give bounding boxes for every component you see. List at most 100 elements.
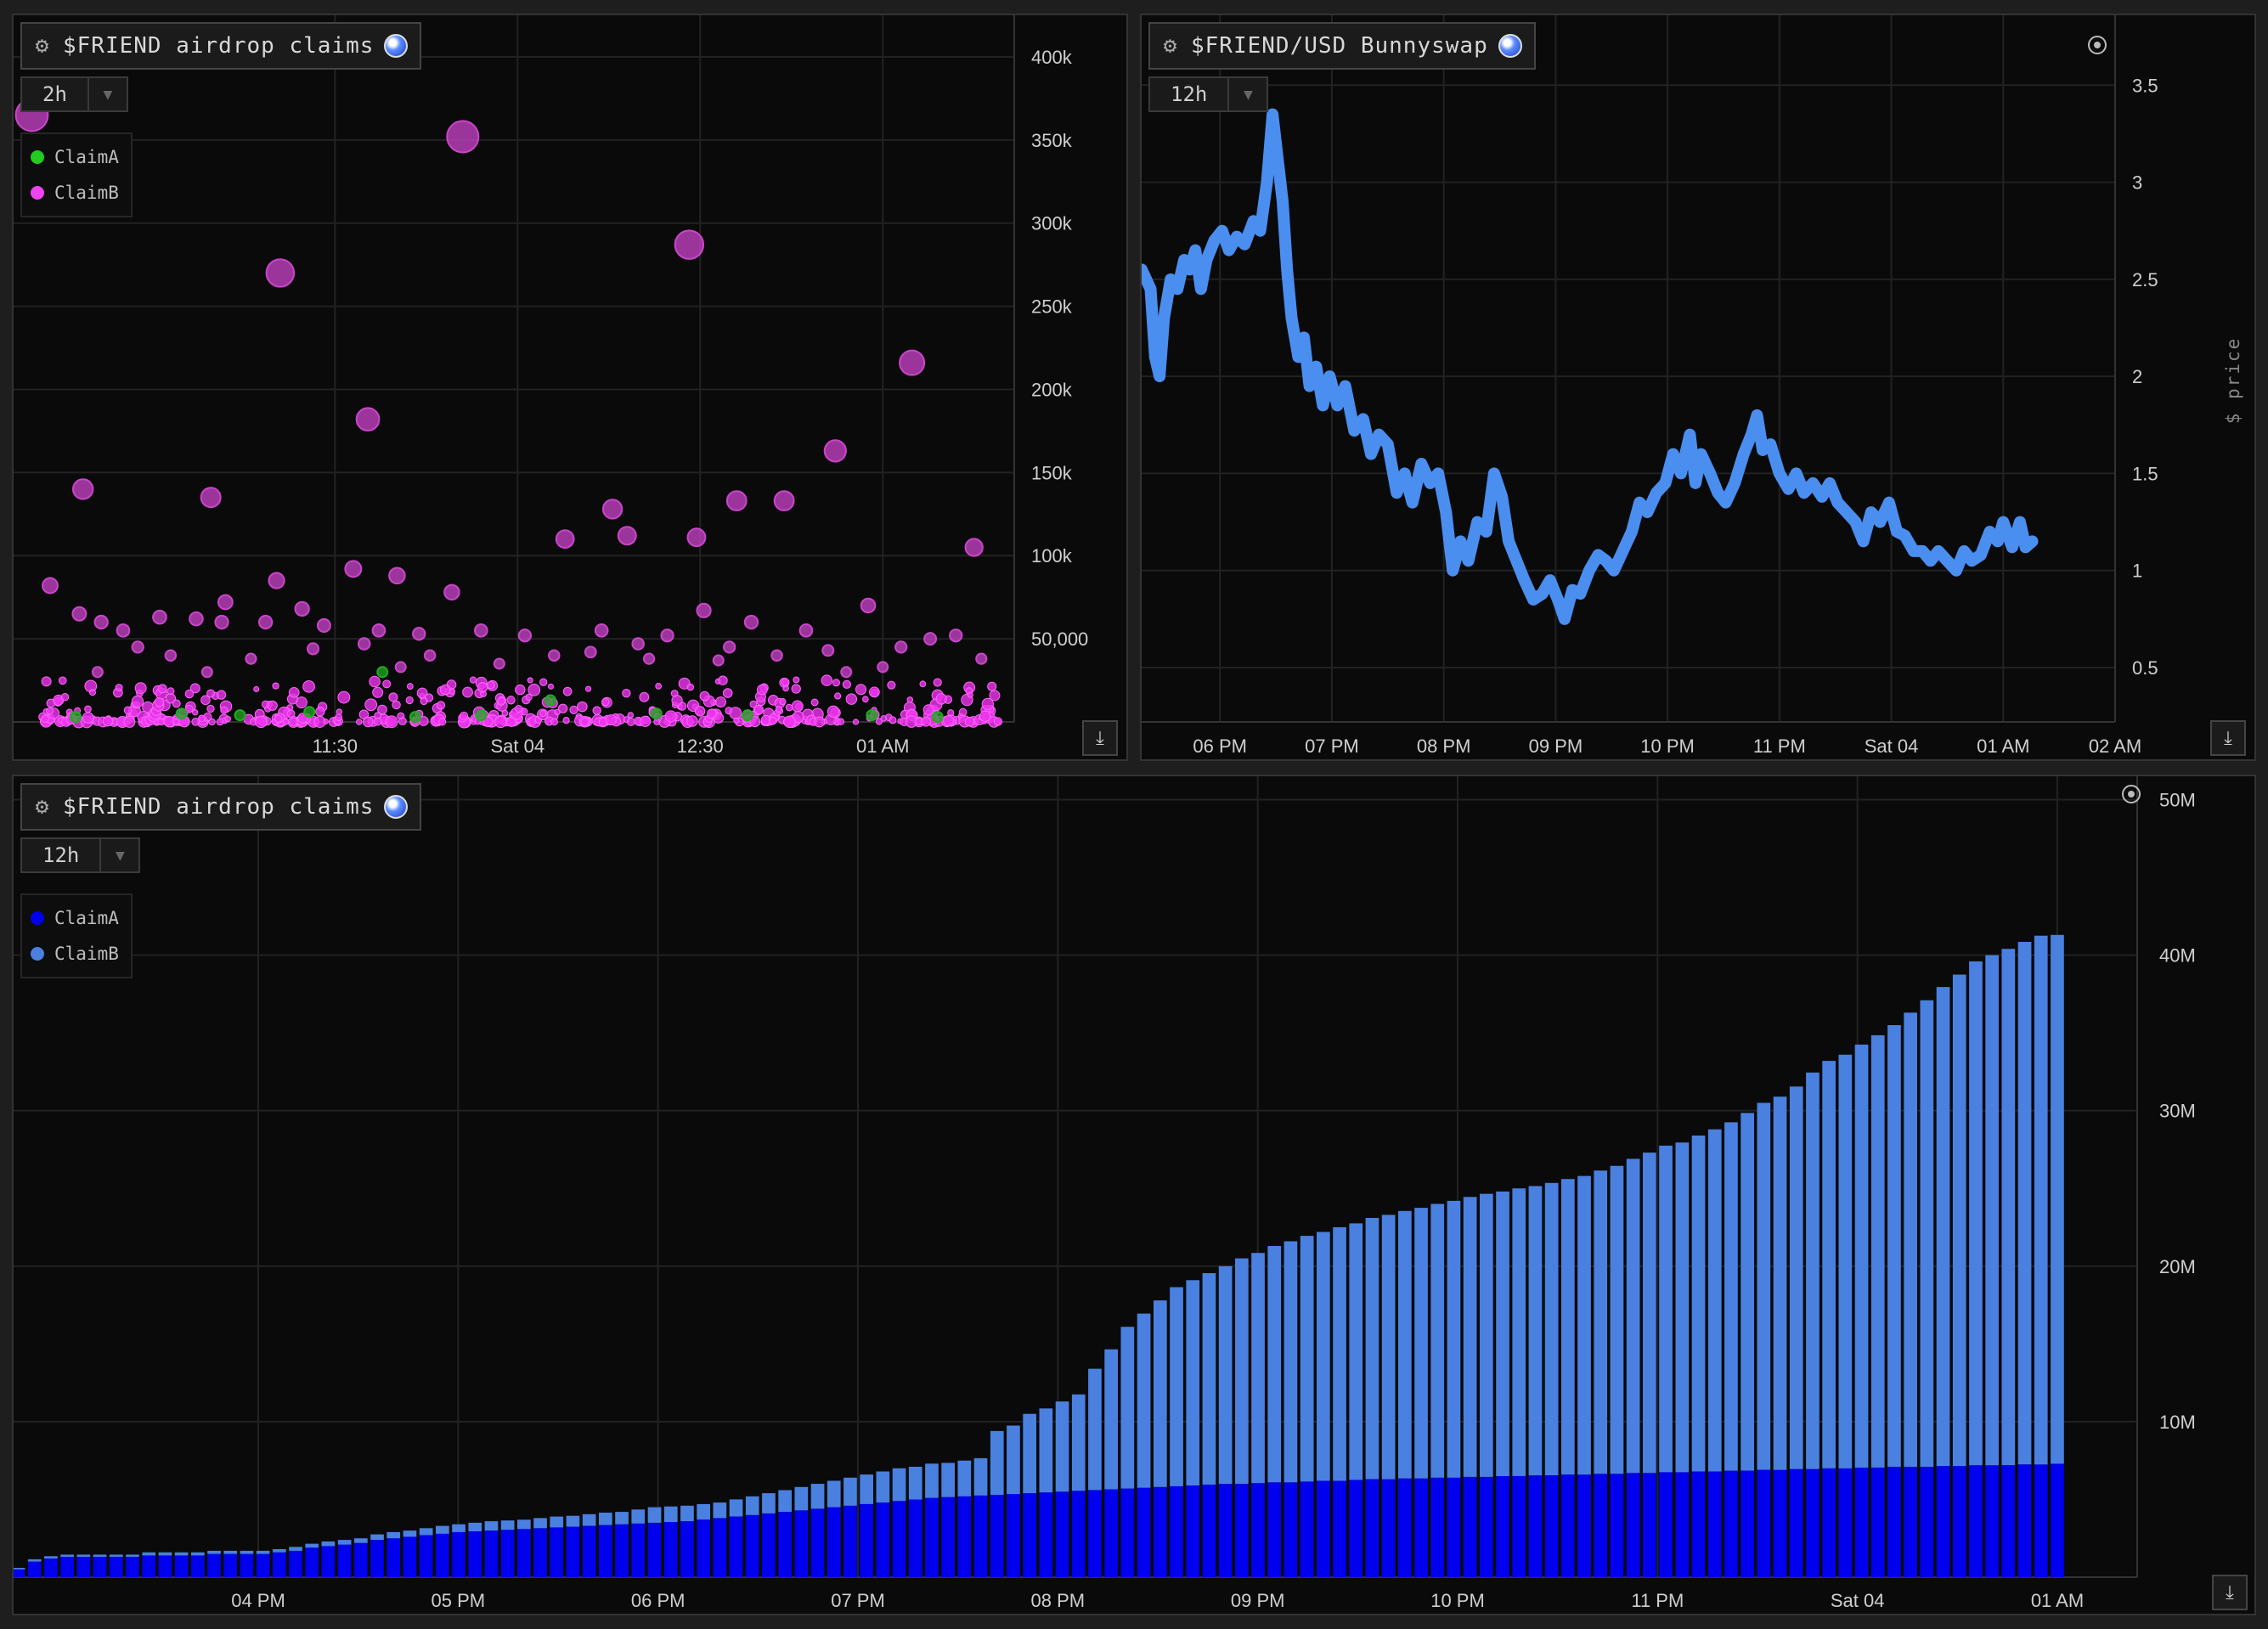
claims-scatter-panel: 50,000 100k 150k 200k 250k 300k 350k 400k 11:30 S… [12, 14, 1128, 761]
scatter-point-claimb [791, 700, 804, 713]
scatter-point-claimb [41, 676, 52, 687]
bar-claimb [1398, 1210, 1412, 1479]
scatter-point-claimb [964, 538, 984, 557]
claims-bar-range-select[interactable]: 12h ▼ [20, 837, 141, 873]
scatter-point-claimb [539, 710, 547, 718]
bar-claimb [1251, 1253, 1265, 1484]
scatter-point-claimb [157, 684, 167, 694]
bar-claimb [1643, 1153, 1656, 1474]
scatter-point-claimb [798, 623, 814, 638]
claims-scatter-title-box[interactable]: ⚙ $FRIEND airdrop claims [20, 22, 422, 70]
claims-bar-title: $FRIEND airdrop claims [63, 794, 375, 820]
chevron-down-icon[interactable]: ▼ [1243, 85, 1253, 104]
scatter-point-claimb [949, 628, 963, 643]
bar-claima [1104, 1489, 1118, 1577]
bar-claima [337, 1544, 352, 1577]
bar-claima [1398, 1478, 1412, 1577]
scatter-point-claimb [184, 704, 194, 713]
legend-label: ClaimA [54, 147, 119, 167]
scatter-point-claimb [131, 640, 144, 654]
download-button[interactable]: ⤓ [2210, 720, 2246, 756]
scatter-point-claimb [93, 614, 109, 630]
legend-item-claima[interactable]: ClaimA [31, 900, 119, 936]
bar-claima [1870, 1467, 1885, 1577]
claims-bar-title-box[interactable]: ⚙ $FRIEND airdrop claims [20, 783, 422, 831]
scatter-point-claimb [958, 707, 968, 717]
scatter-point-claimb [487, 680, 495, 690]
scatter-point-claimb [369, 675, 381, 688]
bar-claima [615, 1524, 629, 1577]
download-button[interactable]: ⤓ [1082, 720, 1118, 756]
bar-claimb [1381, 1215, 1396, 1480]
price-line-range-select[interactable]: 12h ▼ [1148, 76, 1269, 112]
scatter-point-claima [866, 709, 878, 722]
bar-claimb [27, 1559, 42, 1562]
scatter-point-claimb [655, 682, 663, 690]
scatter-point-claimb [282, 719, 290, 725]
claims-bar-plot[interactable]: 10M 20M 30M 40M 50M 04 PM 05 PM 06 PM 07 PM 08 PM… [14, 776, 2256, 1615]
status-orb-icon[interactable] [384, 34, 409, 58]
bar-claima [1414, 1478, 1428, 1577]
scatter-point-claimb [206, 689, 216, 698]
bar-claima [321, 1546, 336, 1577]
scatter-point-claimb [356, 719, 363, 725]
scatter-point-claimb [919, 680, 927, 688]
status-orb-icon[interactable] [1498, 34, 1522, 58]
bar-claima [1659, 1472, 1673, 1577]
legend-item-claimb[interactable]: ClaimB [31, 175, 119, 211]
target-icon[interactable] [2122, 785, 2141, 803]
scatter-point-claimb [554, 708, 561, 716]
price-line-title-box[interactable]: ⚙ $FRIEND/USD Bunnyswap [1148, 22, 1536, 70]
scatter-point-claimb [198, 714, 206, 723]
bar-claimb [1691, 1136, 1706, 1472]
chevron-down-icon[interactable]: ▼ [103, 85, 113, 104]
scatter-point-claimb [274, 714, 283, 723]
x-tick-label: 06 PM [631, 1590, 685, 1611]
status-orb-icon[interactable] [384, 795, 409, 819]
bar-claima [550, 1527, 564, 1577]
legend-item-claima[interactable]: ClaimA [31, 139, 119, 175]
legend-item-claimb[interactable]: ClaimB [31, 936, 119, 972]
bar-claima [1952, 1466, 1966, 1577]
claims-scatter-range-select[interactable]: 2h ▼ [20, 76, 128, 112]
claims-bar-panel: 10M 20M 30M 40M 50M 04 PM 05 PM 06 PM 07 PM 08 PM… [12, 775, 2256, 1615]
bar-claimb [2017, 942, 2032, 1465]
gear-icon[interactable]: ⚙ [35, 33, 50, 59]
bar-claima [1887, 1467, 1901, 1577]
y-tick-label: 2 [2132, 366, 2142, 387]
scatter-point-claimb [497, 696, 505, 706]
bar-claimb [1333, 1227, 1346, 1481]
download-button[interactable]: ⤓ [2212, 1575, 2248, 1610]
scatter-point-claimb [555, 529, 575, 550]
gear-icon[interactable]: ⚙ [35, 794, 50, 820]
claims-scatter-plot[interactable]: 50,000 100k 150k 200k 250k 300k 350k 400k 11:30 S… [14, 15, 1128, 761]
bar-claima [1039, 1492, 1053, 1577]
bar-claima [289, 1550, 302, 1577]
scatter-point-claimb [743, 614, 759, 630]
price-line-plot[interactable]: 0.5 1 1.5 2 2.5 3 3.5 06 PM 07 PM 08 PM 09 PM 10 PM… [1142, 15, 2256, 761]
chevron-down-icon[interactable]: ▼ [115, 846, 125, 865]
bar-claimb [484, 1521, 499, 1531]
bar-claima [599, 1525, 612, 1577]
bar-claimb [892, 1468, 906, 1502]
bar-claimb [305, 1543, 319, 1548]
scatter-point-claimb [880, 715, 888, 722]
bar-claimb [354, 1538, 368, 1543]
x-tick-label: 07 PM [831, 1590, 885, 1611]
gear-icon[interactable]: ⚙ [1163, 33, 1178, 59]
scatter-point-claimb [289, 717, 298, 727]
scatter-point-claimb [653, 718, 661, 725]
price-line-panel: 0.5 1 1.5 2 2.5 3 3.5 06 PM 07 PM 08 PM 09 PM 10 PM… [1140, 14, 2256, 761]
bar-claima [1740, 1470, 1754, 1577]
bar-claimb [1610, 1165, 1624, 1474]
bar-claima [403, 1536, 417, 1577]
bar-claima [2001, 1465, 2016, 1577]
x-tick-label: Sat 04 [490, 736, 544, 757]
y-tick-label: 300k [1031, 213, 1073, 234]
bar-claimb [1039, 1408, 1053, 1493]
scatter-point-claimb [894, 640, 908, 654]
scatter-point-claimb [501, 709, 509, 717]
target-icon[interactable] [2088, 36, 2107, 54]
scatter-point-claimb [469, 676, 477, 684]
scatter-point-claimb [889, 716, 897, 724]
